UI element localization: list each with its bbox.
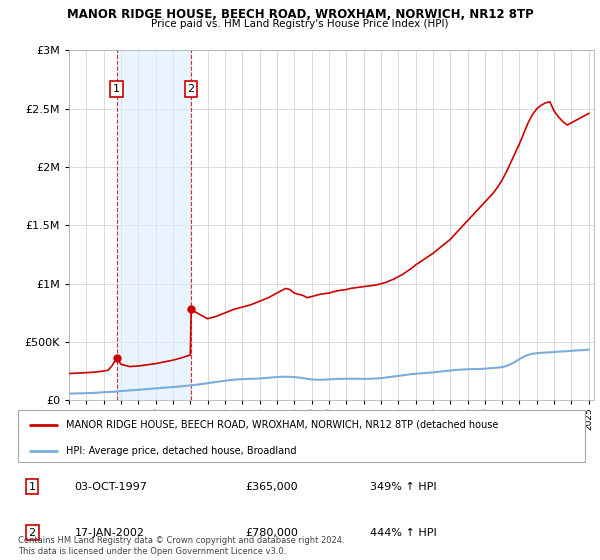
Text: 2: 2 [188,84,195,94]
Text: MANOR RIDGE HOUSE, BEECH ROAD, WROXHAM, NORWICH, NR12 8TP: MANOR RIDGE HOUSE, BEECH ROAD, WROXHAM, … [67,8,533,21]
Text: 444% ↑ HPI: 444% ↑ HPI [370,528,436,538]
FancyBboxPatch shape [18,410,585,462]
Text: 1: 1 [113,84,120,94]
Text: Contains HM Land Registry data © Crown copyright and database right 2024.
This d: Contains HM Land Registry data © Crown c… [18,536,344,556]
Text: 2: 2 [29,528,36,538]
Text: HPI: Average price, detached house, Broadland: HPI: Average price, detached house, Broa… [66,446,296,456]
Text: Price paid vs. HM Land Registry's House Price Index (HPI): Price paid vs. HM Land Registry's House … [151,19,449,29]
Text: 349% ↑ HPI: 349% ↑ HPI [370,482,436,492]
Text: 1: 1 [29,482,35,492]
Text: £365,000: £365,000 [245,482,298,492]
Text: £780,000: £780,000 [245,528,298,538]
Text: 17-JAN-2002: 17-JAN-2002 [75,528,145,538]
Text: 03-OCT-1997: 03-OCT-1997 [75,482,148,492]
Bar [116,50,191,400]
Text: MANOR RIDGE HOUSE, BEECH ROAD, WROXHAM, NORWICH, NR12 8TP (detached house: MANOR RIDGE HOUSE, BEECH ROAD, WROXHAM, … [66,420,499,430]
